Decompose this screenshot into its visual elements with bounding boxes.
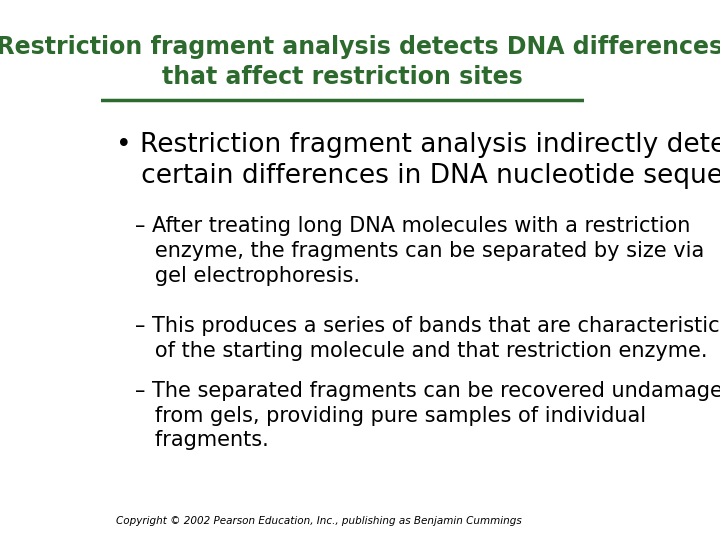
Text: • Restriction fragment analysis indirectly detects
   certain differences in DNA: • Restriction fragment analysis indirect… bbox=[116, 132, 720, 190]
Text: – The separated fragments can be recovered undamaged
   from gels, providing pur: – The separated fragments can be recover… bbox=[135, 381, 720, 450]
Text: – After treating long DNA molecules with a restriction
   enzyme, the fragments : – After treating long DNA molecules with… bbox=[135, 216, 704, 286]
Text: – This produces a series of bands that are characteristic
   of the starting mol: – This produces a series of bands that a… bbox=[135, 316, 719, 361]
Text: Copyright © 2002 Pearson Education, Inc., publishing as Benjamin Cummings: Copyright © 2002 Pearson Education, Inc.… bbox=[116, 516, 521, 526]
Text: 1. Restriction fragment analysis detects DNA differences
that affect restriction: 1. Restriction fragment analysis detects… bbox=[0, 35, 720, 89]
